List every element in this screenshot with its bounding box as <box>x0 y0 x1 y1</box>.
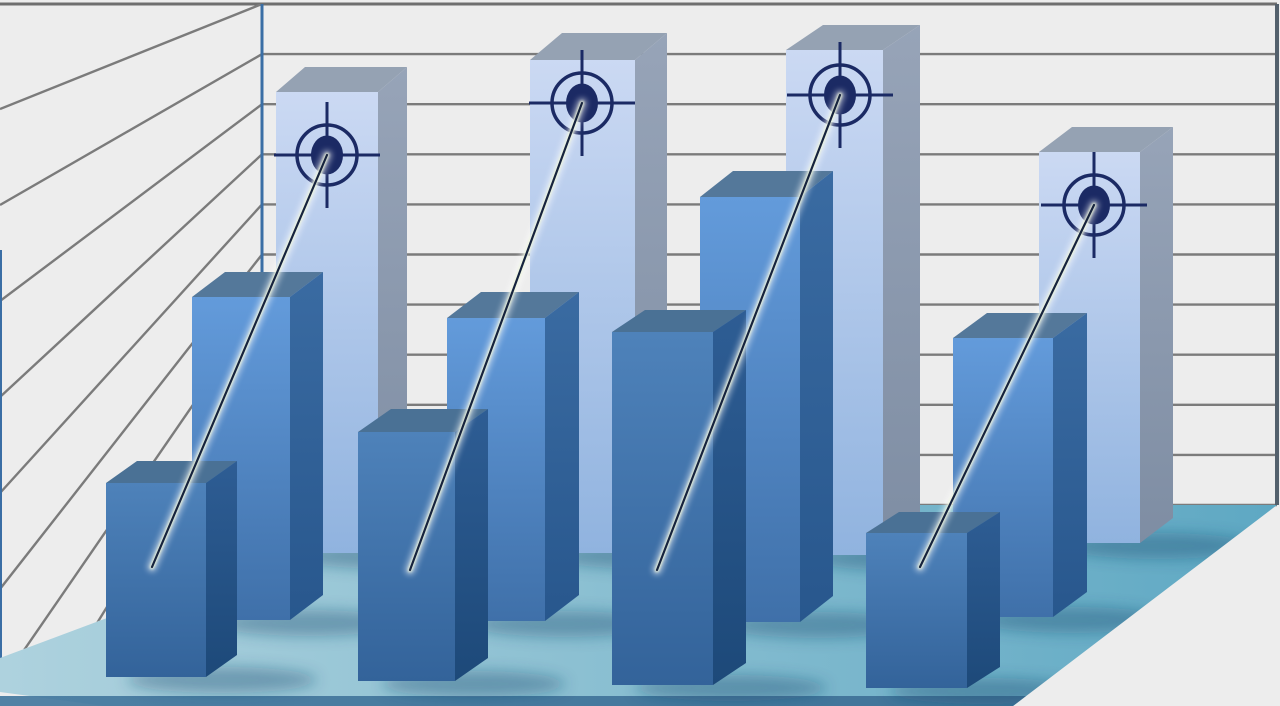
bar-top-face <box>866 512 1000 533</box>
beams <box>147 90 1099 575</box>
bar-front-face <box>358 432 455 681</box>
bar-side-face <box>206 461 237 677</box>
gridline <box>0 53 262 207</box>
bar-side-face <box>290 272 323 620</box>
bar-top-face <box>786 25 920 50</box>
beam-line <box>652 90 845 575</box>
bar-side-face <box>800 171 833 622</box>
bars <box>106 25 1173 688</box>
beam-line <box>405 98 587 575</box>
bar-front-g4 <box>866 512 1000 688</box>
bar-side-face <box>1140 127 1173 543</box>
bar-top-face <box>1039 127 1173 152</box>
beam-line <box>915 200 1099 572</box>
bar-front-face <box>866 533 967 688</box>
bar-top-face <box>612 310 746 332</box>
bar-top-face <box>447 292 579 318</box>
beam-core <box>150 153 329 569</box>
bar-top-face <box>358 409 488 432</box>
bar-side-face <box>883 25 920 555</box>
beam-core <box>655 93 842 572</box>
beam-core <box>408 101 584 572</box>
bar-side-face <box>545 292 579 621</box>
bar-top-face <box>530 33 667 60</box>
bar-middle-g1 <box>192 272 323 620</box>
bar-front-face <box>612 332 713 685</box>
bar-top-face <box>276 67 407 92</box>
beam-line <box>147 150 332 572</box>
bar-side-face <box>713 310 746 685</box>
gridline <box>0 153 262 398</box>
floor-front-edge <box>0 696 1026 706</box>
bar-side-face <box>455 409 488 681</box>
bar-top-face <box>192 272 323 297</box>
beam-core <box>918 203 1096 569</box>
bar-front-g2 <box>358 409 488 681</box>
bar-top-face <box>953 313 1087 338</box>
bar-front-face <box>106 483 206 677</box>
gridline <box>0 103 262 302</box>
bar-front-g1 <box>106 461 237 677</box>
bar-top-face <box>106 461 237 483</box>
bar-side-face <box>1053 313 1087 617</box>
bar-side-face <box>967 512 1000 688</box>
bar-front-g3 <box>612 310 746 685</box>
gridline <box>0 4 262 111</box>
gridline <box>0 203 262 494</box>
